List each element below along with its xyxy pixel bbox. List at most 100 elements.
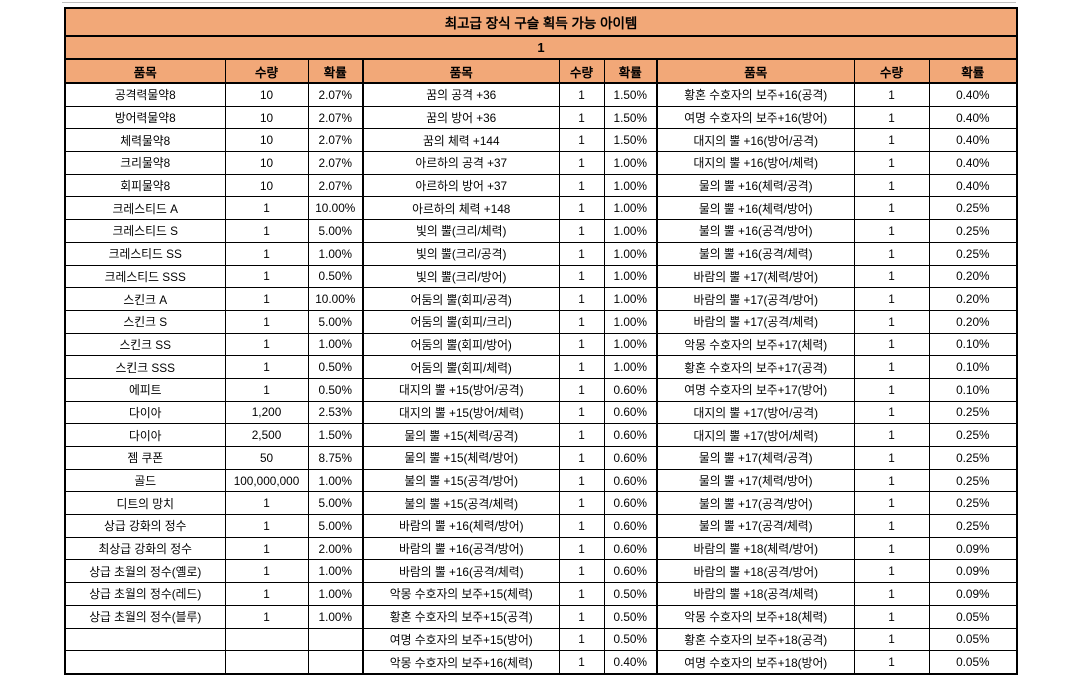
table-row: 크레스티드 SS 1 1.00% 빛의 뿔(크리/공격) 1 1.00% 불의 뿔 +16(… — [64, 241, 1018, 266]
item-cell: 물의 뿔 +15(체력/공격) — [362, 423, 560, 447]
table-row: 상급 초월의 정수(레드) 1 1.00% 악몽 수호자의 보주+15(체력) 1 0.5… — [64, 582, 1018, 606]
quantity-cell: 1 — [853, 82, 930, 107]
quantity-cell: 1 — [224, 536, 309, 561]
quantity-cell: 1 — [558, 241, 605, 266]
item-cell: 상급 초월의 정수(레드) — [64, 582, 226, 606]
item-cell: 대지의 뿔 +17(방어/체력) — [656, 423, 855, 447]
item-cell: 악몽 수호자의 보주+17(체력) — [656, 332, 855, 357]
probability-cell: 0.25% — [928, 400, 1018, 425]
item-cell: 바람의 뿔 +17(공격/방어) — [656, 287, 855, 311]
table-row: 스킨크 A 1 10.00% 어둠의 뿔(회피/공격) 1 1.00% 바람의 뿔 +17(… — [64, 287, 1018, 311]
top-divider-line — [62, 2, 1016, 3]
item-cell: 물의 뿔 +16(체력/공격) — [656, 173, 855, 198]
quantity-cell: 1 — [558, 423, 605, 447]
probability-cell: 0.60% — [603, 423, 658, 447]
probability-cell: 2.07% — [307, 128, 364, 153]
item-cell: 다이아 — [64, 400, 226, 425]
quantity-cell: 1 — [853, 468, 930, 493]
quantity-cell: 1 — [224, 332, 309, 357]
probability-cell: 0.10% — [928, 332, 1018, 357]
quantity-cell: 1 — [853, 105, 930, 130]
quantity-cell: 1 — [558, 446, 605, 470]
probability-cell: 2.00% — [307, 536, 364, 561]
table-row: 다이아 2,500 1.50% 물의 뿔 +15(체력/공격) 1 0.60% 대지의 뿔 … — [64, 423, 1018, 447]
probability-cell: 0.40% — [928, 105, 1018, 130]
probability-cell: 0.20% — [928, 287, 1018, 311]
probability-cell: 1.00% — [603, 219, 658, 243]
column-header-item-2: 품목 — [362, 58, 560, 84]
probability-cell: 2.07% — [307, 151, 364, 175]
item-cell: 여명 수호자의 보주+17(방어) — [656, 377, 855, 402]
quantity-cell: 100,000,000 — [224, 468, 309, 493]
probability-cell: 0.25% — [928, 446, 1018, 470]
item-cell: 최상급 강화의 정수 — [64, 536, 226, 561]
table-row: 스킨크 S 1 5.00% 어둠의 뿔(회피/크리) 1 1.00% 바람의 뿔 +17(공… — [64, 309, 1018, 334]
quantity-cell: 10 — [224, 128, 309, 153]
item-cell: 디트의 망치 — [64, 491, 226, 516]
item-cell: 스킨크 S — [64, 309, 226, 334]
item-cell: 바람의 뿔 +17(공격/체력) — [656, 309, 855, 334]
item-cell: 어둠의 뿔(회피/체력) — [362, 355, 560, 379]
quantity-cell: 1 — [558, 105, 605, 130]
quantity-cell: 1 — [224, 241, 309, 266]
table-row: 상급 초월의 정수(블루) 1 1.00% 황혼 수호자의 보주+15(공격) 1 0.5… — [64, 604, 1018, 629]
probability-cell: 0.25% — [928, 468, 1018, 493]
probability-cell: 1.00% — [307, 468, 364, 493]
probability-cell: 0.05% — [928, 650, 1018, 675]
item-cell: 황혼 수호자의 보주+18(공격) — [656, 627, 855, 652]
probability-cell: 1.00% — [603, 287, 658, 311]
quantity-cell: 1 — [224, 287, 309, 311]
quantity-cell: 1 — [853, 309, 930, 334]
table-row: 스킨크 SS 1 1.00% 어둠의 뿔(회피/방어) 1 1.00% 악몽 수호자의 보주… — [64, 332, 1018, 357]
probability-cell: 0.20% — [928, 309, 1018, 334]
probability-cell: 0.25% — [928, 514, 1018, 538]
quantity-cell: 1 — [853, 650, 930, 675]
item-cell — [64, 650, 226, 675]
table-row: 디트의 망치 1 5.00% 불의 뿔 +15(공격/체력) 1 0.60% 불의 뿔 +1… — [64, 491, 1018, 516]
quantity-cell: 1 — [853, 514, 930, 538]
quantity-cell: 1 — [853, 536, 930, 561]
item-cell: 여명 수호자의 보주+16(방어) — [656, 105, 855, 130]
column-header-qty-3: 수량 — [853, 58, 930, 84]
quantity-cell: 1 — [853, 173, 930, 198]
column-header-qty-2: 수량 — [558, 58, 605, 84]
probability-cell: 2.07% — [307, 105, 364, 130]
column-header-prob-2: 확률 — [603, 58, 658, 84]
item-cell: 황혼 수호자의 보주+16(공격) — [656, 82, 855, 107]
quantity-cell: 1 — [558, 309, 605, 334]
quantity-cell: 1 — [224, 355, 309, 379]
quantity-cell: 1 — [853, 377, 930, 402]
item-cell: 상급 초월의 정수(블루) — [64, 604, 226, 629]
probability-cell: 1.50% — [603, 128, 658, 153]
probability-cell: 5.00% — [307, 309, 364, 334]
probability-cell: 1.00% — [603, 196, 658, 221]
item-cell: 에피트 — [64, 377, 226, 402]
quantity-cell: 1 — [853, 446, 930, 470]
quantity-cell: 1 — [853, 241, 930, 266]
quantity-cell: 1 — [853, 355, 930, 379]
table-row: 방어력물약8 10 2.07% 꿈의 방어 +36 1 1.50% 여명 수호자의 보주+1… — [64, 105, 1018, 130]
probability-cell: 2.53% — [307, 400, 364, 425]
probability-cell: 0.05% — [928, 604, 1018, 629]
quantity-cell: 1 — [224, 559, 309, 584]
item-cell: 황혼 수호자의 보주+15(공격) — [362, 604, 560, 629]
quantity-cell: 1 — [558, 377, 605, 402]
item-cell: 물의 뿔 +16(체력/방어) — [656, 196, 855, 221]
quantity-cell: 1 — [558, 219, 605, 243]
table-row: 여명 수호자의 보주+15(방어) 1 0.50% 황혼 수호자의 보주+18(공격)… — [64, 627, 1018, 652]
item-cell: 스킨크 SSS — [64, 355, 226, 379]
probability-cell: 10.00% — [307, 196, 364, 221]
item-cell: 물의 뿔 +17(체력/공격) — [656, 446, 855, 470]
quantity-cell — [224, 650, 309, 675]
probability-cell: 0.10% — [928, 377, 1018, 402]
table-row: 공격력물약8 10 2.07% 꿈의 공격 +36 1 1.50% 황혼 수호자의 보주+1… — [64, 82, 1018, 107]
probability-cell: 0.60% — [603, 491, 658, 516]
probability-cell: 0.25% — [928, 196, 1018, 221]
item-cell: 크리물약8 — [64, 151, 226, 175]
item-cell: 불의 뿔 +17(공격/방어) — [656, 491, 855, 516]
quantity-cell: 1 — [853, 604, 930, 629]
probability-cell: 5.00% — [307, 219, 364, 243]
item-cell: 대지의 뿔 +15(방어/공격) — [362, 377, 560, 402]
quantity-cell: 1 — [853, 332, 930, 357]
